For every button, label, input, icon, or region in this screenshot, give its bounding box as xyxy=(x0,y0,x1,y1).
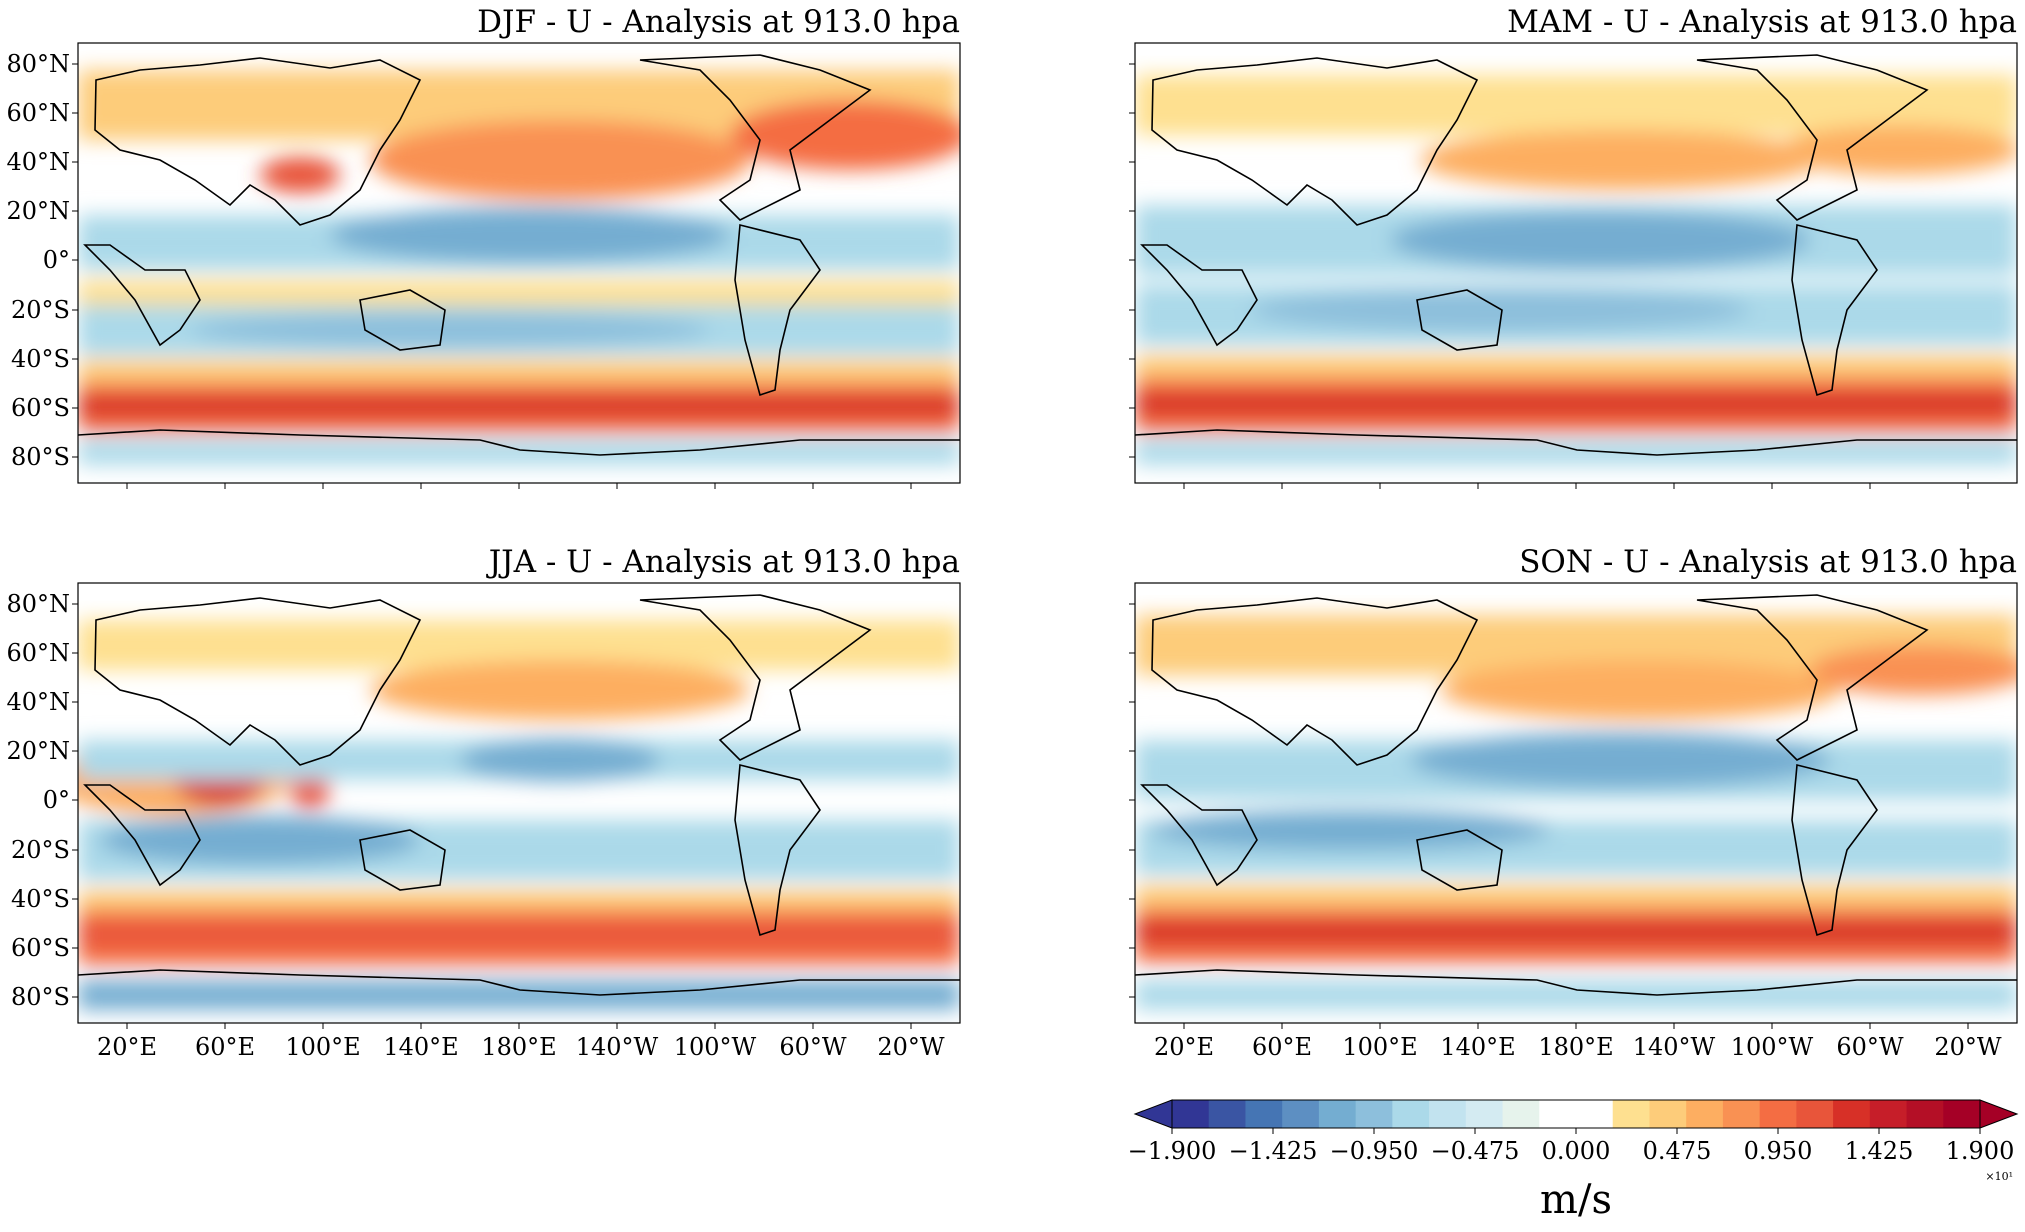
colorbar-tick-label: −1.900 xyxy=(1128,1137,1217,1165)
panel-mam: MAM - U - Analysis at 913.0 hpa xyxy=(1134,4,2018,484)
colorbar-cell xyxy=(1392,1100,1430,1128)
colorbar-tick-label: −0.950 xyxy=(1330,1137,1419,1165)
panel-title-djf: DJF - U - Analysis at 913.0 hpa xyxy=(477,4,960,40)
lon-axis-son: 20°E 60°E 100°E 140°E 180°E 140°W 100°W … xyxy=(1154,1023,2002,1061)
panel-son: SON - U - Analysis at 913.0 hpa xyxy=(1134,544,2018,1024)
lon-label: 100°E xyxy=(285,1033,360,1061)
colorbar-cell xyxy=(1943,1100,1981,1128)
lat-axis-djf: 80°N 60°N 40°N 20°N 0° 20°S 40°S 60°S 80… xyxy=(6,50,78,471)
lat-label: 40°S xyxy=(11,885,70,913)
lat-label: 20°N xyxy=(6,737,70,765)
colorbar-tick-label: −1.425 xyxy=(1229,1137,1318,1165)
colorbar-cell xyxy=(1172,1100,1210,1128)
lat-label: 80°N xyxy=(6,590,70,618)
colorbar-cell xyxy=(1906,1100,1944,1128)
colorbar-cell xyxy=(1612,1100,1650,1128)
lat-tickmarks-right xyxy=(1129,63,1135,998)
lon-axis-jja: 20°E 60°E 100°E 140°E 180°E 140°W 100°W … xyxy=(97,1023,945,1061)
lon-label: 20°E xyxy=(97,1033,157,1061)
lon-label: 20°W xyxy=(877,1033,945,1061)
colorbar-exponent: ×10¹ xyxy=(1985,1170,2013,1183)
lon-label: 180°E xyxy=(1538,1033,1613,1061)
wind-field-jja xyxy=(78,583,960,1023)
lon-label: 20°W xyxy=(1934,1033,2002,1061)
lat-label: 80°S xyxy=(11,983,70,1011)
lon-label: 140°E xyxy=(1440,1033,1515,1061)
wind-field-son xyxy=(1135,583,2017,1023)
colorbar-cells xyxy=(1172,1100,1981,1128)
lat-label: 60°N xyxy=(6,639,70,667)
colorbar-cell xyxy=(1208,1100,1246,1128)
lat-label: 60°N xyxy=(6,99,70,127)
panel-title-jja: JJA - U - Analysis at 913.0 hpa xyxy=(486,544,960,580)
wind-field-djf xyxy=(78,43,960,483)
colorbar-cell xyxy=(1502,1100,1540,1128)
lat-label: 0° xyxy=(43,246,70,274)
lon-label: 140°W xyxy=(1633,1033,1716,1061)
colorbar-cell xyxy=(1429,1100,1467,1128)
lat-axis-jja: 80°N 60°N 40°N 20°N 0° 20°S 40°S 60°S 80… xyxy=(6,590,78,1011)
colorbar-cell xyxy=(1282,1100,1320,1128)
lon-label: 60°E xyxy=(1252,1033,1312,1061)
lat-label: 80°N xyxy=(6,50,70,78)
coastlines-mam xyxy=(1135,54,2017,456)
coastlines-djf xyxy=(78,54,960,456)
colorbar-cell xyxy=(1686,1100,1724,1128)
lon-label: 140°W xyxy=(576,1033,659,1061)
lon-label: 100°W xyxy=(674,1033,757,1061)
lon-label: 60°W xyxy=(779,1033,847,1061)
lon-label: 60°W xyxy=(1836,1033,1904,1061)
colorbar-cell xyxy=(1576,1100,1614,1128)
colorbar-cell xyxy=(1465,1100,1504,1128)
wind-field-mam xyxy=(1135,43,2017,483)
panel-title-mam: MAM - U - Analysis at 913.0 hpa xyxy=(1507,4,2017,40)
panel-jja: JJA - U - Analysis at 913.0 hpa xyxy=(77,544,961,1024)
colorbar-cell xyxy=(1833,1100,1871,1128)
coastlines-son xyxy=(1135,594,2017,996)
lat-label: 60°S xyxy=(11,394,70,422)
lat-label: 80°S xyxy=(11,443,70,471)
colorbar-cell xyxy=(1796,1100,1834,1128)
colorbar-units-label: m/s xyxy=(1540,1177,1612,1223)
colorbar-extend-min xyxy=(1133,1099,1173,1129)
lat-label: 40°N xyxy=(6,688,70,716)
lon-label: 100°E xyxy=(1342,1033,1417,1061)
colorbar-cell xyxy=(1722,1100,1761,1128)
lat-label: 20°N xyxy=(6,197,70,225)
colorbar-tick-label: 0.950 xyxy=(1744,1137,1813,1165)
lon-tickmarks-top xyxy=(126,483,1969,489)
lat-label: 20°S xyxy=(11,296,70,324)
colorbar-cell xyxy=(1759,1100,1797,1128)
colorbar-cell xyxy=(1318,1100,1357,1128)
lat-label: 20°S xyxy=(11,836,70,864)
coastlines-jja xyxy=(78,594,960,996)
lat-label: 40°S xyxy=(11,345,70,373)
lat-label: 40°N xyxy=(6,148,70,176)
lon-label: 20°E xyxy=(1154,1033,1214,1061)
lat-label: 60°S xyxy=(11,934,70,962)
colorbar-ticks xyxy=(1171,1128,1981,1134)
panel-djf: DJF - U - Analysis at 913.0 hpa xyxy=(77,4,961,484)
colorbar-tick-label: 0.475 xyxy=(1643,1137,1712,1165)
colorbar-tick-label: −0.475 xyxy=(1431,1137,1520,1165)
colorbar-cell xyxy=(1539,1100,1577,1128)
colorbar-cell xyxy=(1245,1100,1283,1128)
lon-label: 140°E xyxy=(383,1033,458,1061)
colorbar-cell xyxy=(1649,1100,1687,1128)
colorbar-tick-label: 1.425 xyxy=(1845,1137,1914,1165)
lon-label: 100°W xyxy=(1731,1033,1814,1061)
panel-title-son: SON - U - Analysis at 913.0 hpa xyxy=(1519,544,2017,580)
lon-label: 60°E xyxy=(195,1033,255,1061)
colorbar-tick-label: 1.900 xyxy=(1946,1137,2015,1165)
lon-label: 180°E xyxy=(481,1033,556,1061)
colorbar-extend-max xyxy=(1979,1099,2019,1129)
colorbar-tick-label: 0.000 xyxy=(1542,1137,1611,1165)
lat-label: 0° xyxy=(43,786,70,814)
colorbar: −1.900 −1.425 −0.950 −0.475 0.000 0.475 … xyxy=(1128,1099,2019,1223)
colorbar-cell xyxy=(1869,1100,1908,1128)
colorbar-cell xyxy=(1355,1100,1393,1128)
